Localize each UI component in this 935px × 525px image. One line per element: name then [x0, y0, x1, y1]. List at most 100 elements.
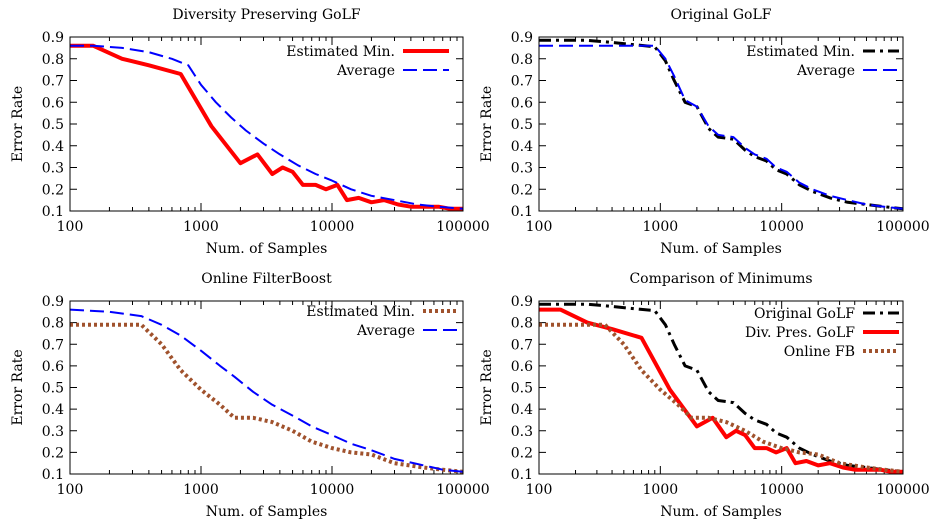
x-tick-label: 100 [526, 219, 553, 235]
y-tick-label: 0.3 [42, 161, 64, 177]
y-tick-label: 0.9 [511, 30, 533, 46]
y-axis-label: Error Rate [10, 86, 26, 162]
x-tick-label: 100000 [876, 482, 929, 498]
x-tick-label: 1000 [183, 482, 219, 498]
legend-label: Estimated Min. [306, 304, 415, 320]
y-tick-label: 0.3 [511, 424, 533, 440]
x-tick-label: 10000 [310, 482, 355, 498]
y-tick-label: 0.4 [511, 139, 533, 155]
legend: Original GoLF Div. Pres. GoLF Online FB [745, 306, 899, 360]
series-line-2 [70, 44, 463, 210]
y-tick-label: 0.2 [511, 182, 533, 198]
x-tick-label: 100 [57, 482, 84, 498]
plot-frame [69, 300, 464, 475]
chart-title: Original GoLF [670, 7, 771, 23]
legend-label: Estimated Min. [286, 44, 395, 60]
y-tick-label: 0.2 [42, 182, 64, 198]
y-tick-label: 0.1 [511, 204, 533, 220]
y-tick-label: 0.9 [511, 294, 533, 310]
y-tick-label: 0.4 [42, 139, 64, 155]
plot-area [70, 308, 463, 474]
x-tick-label: 100 [57, 219, 84, 235]
x-tick-label: 10000 [759, 219, 804, 235]
y-tick-label: 0.2 [511, 445, 533, 461]
y-tick-label: 0.1 [42, 467, 64, 483]
y-tick-label: 0.6 [511, 359, 533, 375]
y-tick-label: 0.3 [42, 424, 64, 440]
x-tick-label: 10000 [310, 219, 355, 235]
legend-label: Average [356, 323, 415, 339]
y-tick-label: 0.9 [42, 294, 64, 310]
chart-panel-3: Online FilterBoost 0.1 0.2 0.3 0.4 0.5 0.6 0.7 0… [10, 271, 490, 520]
x-axis-label: Num. of Samples [206, 504, 328, 520]
y-tick-label: 0.6 [42, 359, 64, 375]
chart-panel-1: Diversity Preserving GoLF 0.1 0.2 0.3 0.4 0.5… [10, 7, 490, 257]
y-tick-label: 0.8 [511, 316, 533, 332]
series-line-1 [539, 302, 903, 474]
y-axis-label: Error Rate [479, 349, 495, 425]
plot-area [70, 43, 463, 211]
x-tick-label: 1000 [643, 219, 679, 235]
y-tick-label: 0.7 [42, 74, 64, 90]
chart-panel-4: Comparison of Minimums 0.1 0.2 0.3 0.4 0.5 0.6… [479, 271, 930, 520]
series-line-1 [70, 322, 463, 474]
y-tick-label: 0.7 [511, 337, 533, 353]
x-tick-label: 10000 [759, 482, 804, 498]
y-axis-label: Error Rate [479, 86, 495, 162]
plot-frame [538, 36, 904, 212]
y-tick-label: 0.6 [42, 95, 64, 111]
legend: Estimated Min. Average [286, 44, 449, 79]
plot-area [539, 38, 903, 211]
y-tick-label: 0.5 [511, 381, 533, 397]
x-tick-label: 100000 [876, 219, 929, 235]
chart-title: Diversity Preserving GoLF [172, 7, 361, 23]
legend: Estimated Min. Average [306, 304, 459, 339]
legend-label: Original GoLF [754, 306, 855, 322]
y-tick-label: 0.1 [42, 204, 64, 220]
y-tick-label: 0.5 [42, 117, 64, 133]
x-tick-label: 100000 [436, 219, 489, 235]
y-tick-label: 0.8 [42, 52, 64, 68]
plot-frame [69, 36, 464, 212]
legend-label: Div. Pres. GoLF [745, 325, 855, 341]
y-axis-label: Error Rate [10, 349, 26, 425]
chart-title: Comparison of Minimums [629, 271, 812, 287]
y-tick-label: 0.4 [42, 402, 64, 418]
plot-frame [538, 300, 904, 475]
series-line-2 [539, 307, 903, 474]
y-tick-label: 0.9 [42, 30, 64, 46]
series-line-1 [539, 38, 903, 211]
y-tick-label: 0.1 [511, 467, 533, 483]
y-tick-label: 0.7 [42, 337, 64, 353]
chart-panel-2: Original GoLF 0.1 0.2 0.3 0.4 0.5 0.6 0.7 0.8 0.9… [479, 7, 930, 257]
y-tick-label: 0.8 [42, 316, 64, 332]
legend-label: Estimated Min. [746, 44, 855, 60]
legend: Estimated Min. Average [746, 44, 899, 79]
x-axis-label: Num. of Samples [660, 504, 782, 520]
y-tick-label: 0.5 [511, 117, 533, 133]
y-tick-label: 0.6 [511, 95, 533, 111]
x-tick-label: 100000 [436, 482, 489, 498]
y-tick-label: 0.7 [511, 74, 533, 90]
series-line-3 [539, 322, 903, 474]
series-line-2 [70, 308, 463, 473]
series-line-2 [539, 44, 903, 210]
x-tick-label: 1000 [643, 482, 679, 498]
x-axis-label: Num. of Samples [660, 241, 782, 257]
plot-area [539, 302, 903, 474]
y-tick-label: 0.3 [511, 161, 533, 177]
legend-label: Average [796, 63, 855, 79]
y-tick-label: 0.4 [511, 402, 533, 418]
x-tick-label: 1000 [183, 219, 219, 235]
chart-title: Online FilterBoost [201, 271, 332, 287]
legend-label: Average [336, 63, 395, 79]
series-line-1 [70, 43, 463, 211]
y-tick-label: 0.8 [511, 52, 533, 68]
x-tick-label: 100 [526, 482, 553, 498]
y-tick-label: 0.2 [42, 445, 64, 461]
x-axis-label: Num. of Samples [206, 241, 328, 257]
y-tick-label: 0.5 [42, 381, 64, 397]
legend-label: Online FB [784, 344, 855, 360]
